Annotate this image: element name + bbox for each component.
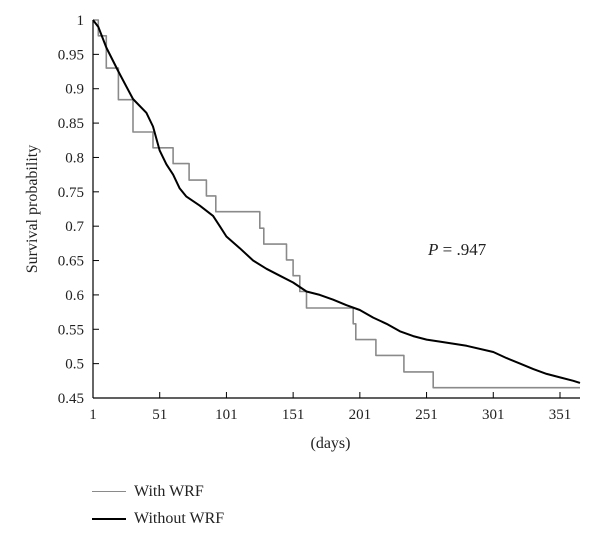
x-tick-label: 201 — [349, 407, 372, 423]
legend-swatch-without-wrf — [92, 517, 126, 520]
p-value-text: = .947 — [438, 240, 486, 259]
y-tick-label: 0.85 — [58, 116, 84, 132]
y-tick-label: 0.6 — [65, 288, 84, 304]
p-value-annotation: P = .947 — [427, 240, 487, 259]
x-tick-label: 51 — [152, 407, 167, 423]
legend-label-without-wrf: Without WRF — [134, 509, 225, 527]
y-tick-label: 0.9 — [65, 82, 84, 98]
x-tick-label: 251 — [415, 407, 438, 423]
legend-swatch-with-wrf — [92, 491, 126, 492]
x-tick-label: 151 — [282, 407, 305, 423]
y-axis-label: Survival probability — [24, 145, 41, 273]
p-value-symbol: P — [427, 240, 438, 259]
legend-label-with-wrf: With WRF — [134, 482, 204, 500]
series-layer — [92, 19, 581, 389]
x-tick-label: 301 — [482, 407, 505, 423]
y-tick-label: 0.7 — [65, 219, 84, 235]
y-tick-label: 0.45 — [58, 391, 84, 407]
y-tick-label: 0.5 — [65, 357, 84, 373]
y-tick-label: 1 — [77, 13, 85, 29]
axes: 0.45 0.5 0.55 0.6 0.65 0.7 0.75 0.8 0.85 0.9 0.95 1… — [58, 13, 580, 423]
series-line-with-wrf — [93, 19, 580, 389]
x-axis-label: (days) — [311, 435, 351, 452]
legend-item-without-wrf: Without WRF — [92, 505, 224, 532]
y-tick-label: 0.55 — [58, 322, 84, 338]
series-line-without-wrf — [92, 19, 581, 384]
y-tick-label: 0.65 — [58, 254, 84, 270]
x-tick-label: 101 — [215, 407, 238, 423]
y-tick-label: 0.8 — [65, 150, 84, 166]
x-tick-label: 1 — [89, 407, 97, 423]
legend-item-with-wrf: With WRF — [92, 478, 224, 505]
legend: With WRF Without WRF — [92, 478, 224, 532]
y-tick-label: 0.95 — [58, 47, 84, 63]
y-tick-label: 0.75 — [58, 185, 84, 201]
x-tick-label: 351 — [549, 407, 572, 423]
